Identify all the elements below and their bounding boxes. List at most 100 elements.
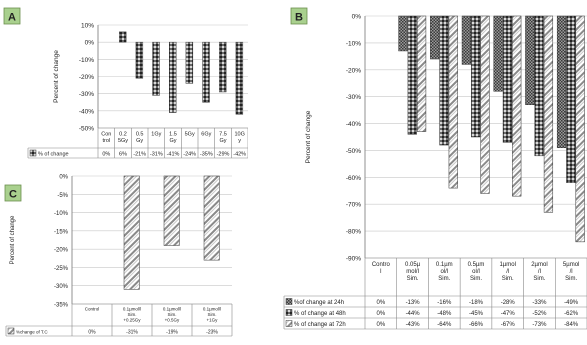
chart-a-ytick-label: 10%	[81, 23, 94, 30]
chart-a-ytick-label: -10%	[79, 57, 94, 64]
chart-b-bar	[407, 15, 417, 135]
chart-a-svg: A Percent of change 10% 0% -10% -20% -30% -40% -…	[3, 7, 249, 159]
chart-a-ytick-label: -40%	[79, 108, 94, 115]
chart-b-bar	[525, 15, 535, 105]
chart-b-bar	[416, 15, 427, 132]
chart-b-category-label: 0.05µ mol/l Sim.	[405, 262, 421, 282]
chart-b-ytick-label: 0%	[352, 14, 362, 21]
chart-b-data-label: -28%	[501, 300, 516, 306]
chart-panel-c: C Percent of change 0% -5% -10% -15% -20% -25% -…	[0, 172, 248, 340]
chart-b-ytick-label: -50%	[346, 148, 361, 155]
chart-b-data-label: -45%	[469, 311, 484, 317]
chart-b-legend-swatch	[285, 309, 293, 316]
chart-c-bar	[123, 175, 140, 290]
chart-b-category-label: 0.5µm ol/l Sim.	[468, 262, 485, 282]
chart-a-data-label: -31%	[150, 152, 163, 158]
chart-b-bar	[566, 15, 576, 183]
chart-b-panel-label-box	[290, 7, 308, 25]
chart-c-ytick-label: -35%	[54, 303, 69, 309]
chart-b-category-label: Contro l	[372, 262, 391, 275]
chart-c-data-label: -31%	[126, 330, 138, 336]
chart-b-data-label: -16%	[437, 300, 452, 306]
chart-b-ytick-label: -70%	[346, 202, 361, 209]
chart-c-category-label: 0.1µmol/l Sim. +0.5Gy	[163, 307, 181, 323]
chart-a-ytick-label: -20%	[79, 74, 94, 81]
chart-c-ylabel: Percent of change	[10, 215, 16, 264]
chart-b-data-label: -33%	[532, 300, 547, 306]
chart-b-panel-label-text: B	[295, 12, 303, 24]
chart-b-category-label: 0.1µm ol/l Sim.	[436, 262, 453, 282]
chart-panel-a: A Percent of change 10% 0% -10% -20% -30% -40% -…	[0, 0, 249, 172]
chart-c-ytick-label: -10%	[54, 211, 69, 217]
chart-a-category-label: 0.2 5Gy	[118, 132, 128, 145]
chart-a-panel-label-box	[3, 7, 21, 25]
chart-a-category-label: 0.5 Gy	[136, 132, 144, 145]
chart-b-data-label: -73%	[532, 322, 547, 328]
chart-c-ytick-label: -30%	[54, 284, 69, 290]
chart-b-bar	[512, 15, 522, 197]
chart-b-data-label: -44%	[406, 311, 421, 317]
chart-c-category-label: 0.1µmol/l Sim. +0.25Gy	[123, 307, 141, 323]
chart-b-bar	[461, 15, 471, 65]
chart-a-category-label: 5Gy	[185, 132, 195, 138]
chart-a-legend-swatch	[29, 149, 37, 157]
chart-a-data-label: -29%	[217, 152, 230, 158]
chart-b-ylabel: Percent of change	[305, 110, 312, 163]
chart-c-svg: C Percent of change 0% -5% -10% -15% -20% -25% -…	[4, 175, 233, 337]
chart-b-data-label: -62%	[564, 311, 579, 317]
chart-a-data-label: 0%	[102, 152, 110, 158]
chart-b-ytick-label: -60%	[346, 175, 361, 182]
chart-a-bar	[202, 41, 210, 103]
chart-c-bar	[163, 175, 180, 246]
chart-c-bar	[203, 175, 220, 261]
chart-b-data-label: -48%	[437, 311, 452, 317]
chart-c-panel-label-box	[4, 184, 22, 202]
chart-b-svg: B Percent of change 0% -10% -20% -30% -40% -50%…	[283, 7, 587, 330]
chart-c-panel-label-text: C	[9, 189, 17, 201]
chart-b-data-label: -13%	[406, 300, 421, 306]
chart-b-bar	[534, 15, 544, 157]
chart-b-data-label: -66%	[469, 322, 484, 328]
chart-b-category-label: 2µmol/l Sim.	[531, 262, 547, 282]
chart-b-data-label: -49%	[564, 300, 579, 306]
chart-a-data-label: 6%	[119, 152, 127, 158]
chart-b-bar	[448, 15, 458, 189]
chart-c-category-label: Control	[85, 307, 100, 312]
chart-c-ytick-label: -15%	[54, 229, 69, 235]
chart-b-bar	[398, 15, 408, 52]
chart-a-ytick-label: -30%	[79, 91, 94, 98]
chart-a-data-label: -41%	[167, 152, 180, 158]
chart-b-bar	[480, 15, 490, 194]
chart-c-ytick-label: -20%	[54, 248, 69, 254]
chart-b-category-label: 1µmol/l Sim.	[499, 262, 515, 282]
chart-a-panel-label: A	[3, 7, 21, 25]
chart-b-ytick-label: -10%	[346, 40, 361, 47]
chart-b-bar	[543, 15, 554, 213]
chart-c-legend-swatch	[7, 327, 15, 335]
chart-b-data-label: -84%	[564, 322, 579, 328]
chart-a-category-label: 1Gy	[151, 132, 161, 138]
chart-a-ylabel: Percent of change	[53, 50, 60, 103]
chart-a-category-label: 6Gy	[201, 132, 211, 138]
chart-b-legend-swatch	[285, 320, 293, 327]
chart-a-bar	[185, 41, 194, 84]
chart-a-data-label: -21%	[133, 152, 146, 158]
chart-b-ytick-label: -30%	[346, 94, 361, 101]
chart-a-data-label: -24%	[183, 152, 196, 158]
chart-b-data-label: -43%	[406, 322, 421, 328]
chart-b-bar	[575, 15, 585, 243]
chart-a-panel-label-text: A	[8, 12, 16, 24]
chart-b-ytick-label: -80%	[346, 229, 361, 236]
chart-b-bar	[430, 15, 440, 60]
chart-b-ytick-label: -90%	[346, 256, 361, 263]
chart-c-category-label: 0.1µmol/l Sim. +1Gy	[203, 307, 221, 323]
chart-a-category-label: Con trol	[101, 132, 111, 145]
chart-a-category-label: 7.5 Gy	[219, 132, 227, 145]
chart-a-bar	[152, 41, 160, 96]
chart-c-panel-label: C	[4, 184, 22, 202]
chart-b-data-label: 0%	[377, 300, 386, 306]
chart-b-data-label: -64%	[437, 322, 452, 328]
chart-c-legend-label: %change of T.C	[16, 330, 48, 335]
chart-b-ytick-label: -20%	[346, 67, 361, 74]
chart-a-legend-label: % of change	[38, 152, 69, 158]
